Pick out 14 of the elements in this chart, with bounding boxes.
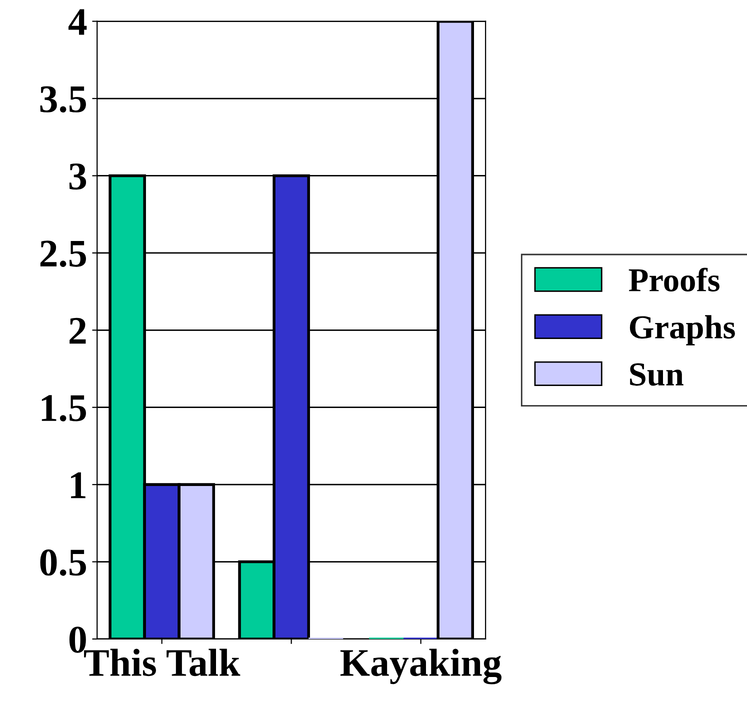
y-tick-label: 2 xyxy=(70,318,86,344)
legend-label: Sun xyxy=(630,363,684,386)
legend-label: Proofs xyxy=(628,268,720,292)
y-tick-label: 0.5 xyxy=(40,549,86,576)
legend-label: Graphs xyxy=(630,315,735,346)
y-tick-label: 2.5 xyxy=(40,240,86,267)
x-tick-label: Kayaking xyxy=(340,648,502,684)
y-tick-label: 3.5 xyxy=(40,86,86,113)
y-tick-label: 3 xyxy=(69,163,86,190)
y-tick-label: 1 xyxy=(71,472,86,498)
y-tick-label: 4 xyxy=(68,9,87,35)
x-tick-label: This Talk xyxy=(84,648,240,676)
y-tick-label: 1.5 xyxy=(42,395,86,422)
y-tick-label: 0 xyxy=(69,626,86,653)
